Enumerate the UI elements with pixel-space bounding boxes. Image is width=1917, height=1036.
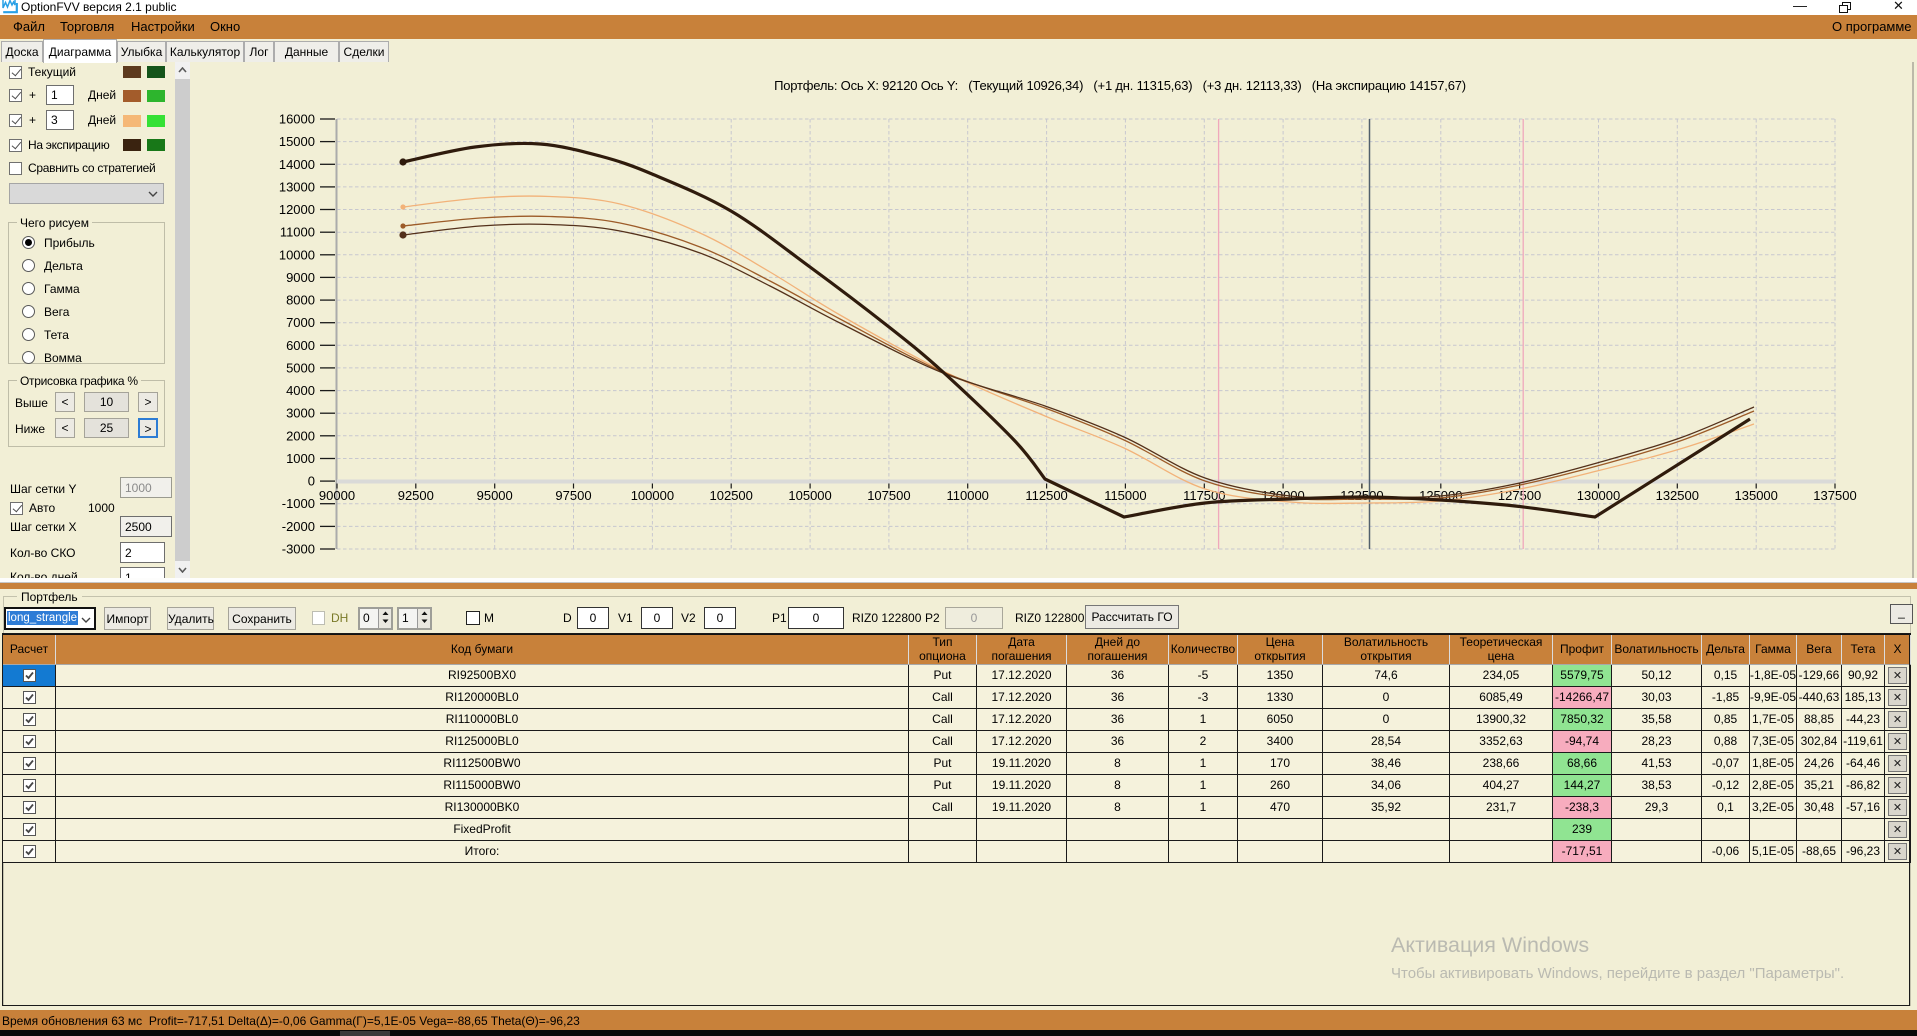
svg-text:16000: 16000 — [279, 112, 315, 127]
svg-text:107500: 107500 — [867, 488, 910, 503]
svg-text:95000: 95000 — [477, 488, 513, 503]
svg-text:90000: 90000 — [319, 488, 355, 503]
svg-text:9000: 9000 — [286, 270, 315, 285]
svg-text:11000: 11000 — [280, 225, 315, 240]
svg-text:2000: 2000 — [286, 428, 315, 443]
svg-text:127500: 127500 — [1498, 488, 1541, 503]
svg-text:5000: 5000 — [286, 360, 315, 375]
svg-text:115000: 115000 — [1104, 488, 1146, 503]
svg-text:105000: 105000 — [788, 488, 831, 503]
svg-text:Портфель: Ось X: 92120 Ось Y:: Портфель: Ось X: 92120 Ось Y: (Текущий 1… — [774, 78, 1466, 93]
svg-text:130000: 130000 — [1577, 488, 1620, 503]
svg-text:102500: 102500 — [710, 488, 753, 503]
svg-text:1000: 1000 — [286, 451, 315, 466]
svg-text:-3000: -3000 — [282, 542, 315, 557]
svg-text:12000: 12000 — [279, 202, 315, 217]
svg-text:3000: 3000 — [286, 406, 315, 421]
svg-text:7000: 7000 — [286, 315, 315, 330]
svg-text:135000: 135000 — [1735, 488, 1778, 503]
svg-text:137500: 137500 — [1813, 488, 1856, 503]
svg-text:14000: 14000 — [279, 157, 315, 172]
svg-text:6000: 6000 — [286, 338, 315, 353]
svg-text:8000: 8000 — [286, 293, 315, 308]
svg-text:13000: 13000 — [279, 179, 315, 194]
svg-text:10000: 10000 — [279, 247, 315, 262]
svg-text:92500: 92500 — [398, 488, 434, 503]
svg-text:110000: 110000 — [946, 488, 988, 503]
svg-text:-1000: -1000 — [282, 496, 315, 511]
svg-text:15000: 15000 — [279, 134, 315, 149]
svg-text:0: 0 — [308, 474, 315, 489]
svg-text:97500: 97500 — [555, 488, 591, 503]
svg-text:-2000: -2000 — [282, 519, 315, 534]
svg-text:112500: 112500 — [1025, 488, 1067, 503]
svg-text:4000: 4000 — [286, 383, 315, 398]
svg-text:100000: 100000 — [631, 488, 674, 503]
svg-text:132500: 132500 — [1656, 488, 1699, 503]
